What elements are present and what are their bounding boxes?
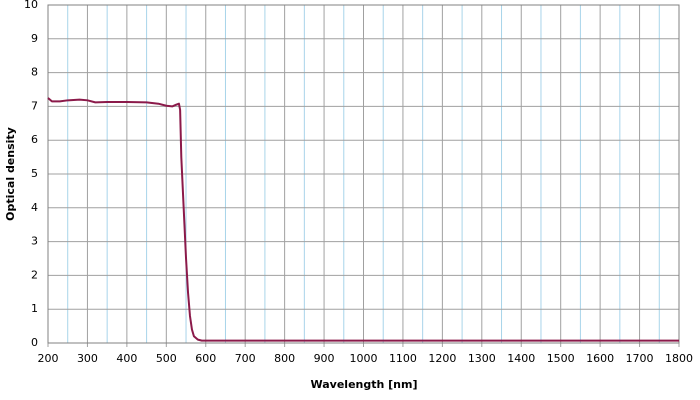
x-axis-title: Wavelength [nm] xyxy=(311,378,418,391)
y-axis-title: Optical density xyxy=(4,127,17,221)
y-tick-label: 0 xyxy=(31,336,38,349)
x-tick-label: 500 xyxy=(156,352,177,365)
y-tick-label: 6 xyxy=(31,133,38,146)
x-tick-label: 800 xyxy=(274,352,295,365)
x-tick-label: 600 xyxy=(195,352,216,365)
x-tick-label: 900 xyxy=(314,352,335,365)
y-tick-label: 8 xyxy=(31,66,38,79)
y-tick-label: 7 xyxy=(31,99,38,112)
x-tick-label: 1700 xyxy=(626,352,654,365)
y-tick-label: 4 xyxy=(31,201,38,214)
y-tick-label: 9 xyxy=(31,32,38,45)
data-line xyxy=(47,97,679,342)
y-tick-label: 5 xyxy=(31,167,38,180)
x-tick-label: 1400 xyxy=(507,352,535,365)
x-tick-label: 400 xyxy=(116,352,137,365)
y-tick-label: 3 xyxy=(31,235,38,248)
x-tick-label: 200 xyxy=(38,352,59,365)
x-tick-label: 700 xyxy=(235,352,256,365)
x-tick-label: 1200 xyxy=(428,352,456,365)
x-tick-label: 1100 xyxy=(389,352,417,365)
x-tick-label: 1500 xyxy=(547,352,575,365)
x-tick-label: 1800 xyxy=(665,352,693,365)
x-tick-label: 300 xyxy=(77,352,98,365)
y-tick-label: 1 xyxy=(31,302,38,315)
x-tick-label: 1000 xyxy=(350,352,378,365)
y-tick-label: 10 xyxy=(24,0,38,11)
y-tick-label: 2 xyxy=(31,268,38,281)
x-tick-label: 1600 xyxy=(586,352,614,365)
plot-border xyxy=(47,4,680,344)
x-tick-label: 1300 xyxy=(468,352,496,365)
